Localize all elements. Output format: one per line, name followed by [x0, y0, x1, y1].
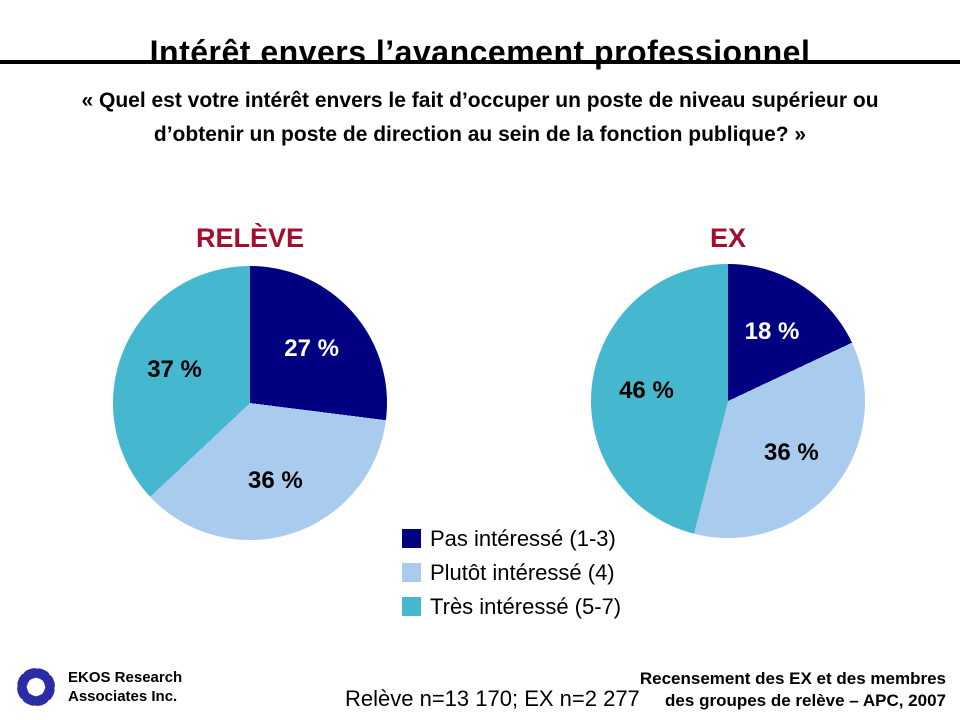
sample-size-note: Relève n=13 170; EX n=2 277: [345, 686, 640, 711]
chart-title-releve: RELÈVE: [195, 223, 305, 254]
footer-brand-text: EKOS Research Associates Inc.: [68, 668, 182, 706]
source-line-1: Recensement des EX et des membres: [639, 669, 946, 688]
legend: Pas intéressé (1-3) Plutôt intéressé (4) T…: [402, 527, 621, 618]
source-line-2: des groupes de relève – APC, 2007: [665, 691, 946, 710]
source-note: Recensement des EX et des membres des gr…: [640, 668, 946, 712]
chart-title-ex: EX: [709, 223, 747, 254]
pie-chart-releve: 27 % 36 % 37 %: [113, 266, 387, 540]
legend-swatch: [402, 597, 421, 616]
question-line-1: « Quel est votre intérêt envers le fait …: [81, 89, 879, 112]
legend-label: Très intéressé (5-7): [430, 594, 622, 619]
legend-item: Plutôt intéressé (4): [402, 561, 621, 584]
ekos-swirl-logo-icon: [17, 668, 55, 706]
brand-line-1: EKOS Research: [68, 669, 183, 686]
legend-label: Pas intéressé (1-3): [430, 526, 616, 551]
legend-label: Plutôt intéressé (4): [430, 560, 615, 585]
pie-slice-label: 36 %: [248, 467, 303, 495]
pie-slice-label: 46 %: [619, 376, 674, 404]
title-divider: [0, 60, 960, 64]
page-title: Intérêt envers l’avancement professionne…: [149, 34, 811, 71]
question-text: « Quel est votre intérêt envers le fait …: [0, 84, 960, 152]
legend-swatch: [402, 529, 421, 548]
pie-slice-label: 36 %: [763, 439, 819, 467]
legend-item: Pas intéressé (1-3): [402, 527, 621, 550]
pie-chart-ex: 18 % 36 % 46 %: [591, 264, 865, 538]
footer-brand: EKOS Research Associates Inc.: [12, 663, 182, 711]
legend-item: Très intéressé (5-7): [402, 595, 621, 618]
pie-slice-label: 27 %: [284, 334, 340, 362]
brand-line-2: Associates Inc.: [68, 688, 178, 705]
question-line-2: d’obtenir un poste de direction au sein …: [153, 123, 807, 146]
pie-slice-label: 37 %: [147, 356, 202, 384]
pie-slice-label: 18 %: [744, 317, 800, 345]
legend-swatch: [402, 563, 421, 582]
